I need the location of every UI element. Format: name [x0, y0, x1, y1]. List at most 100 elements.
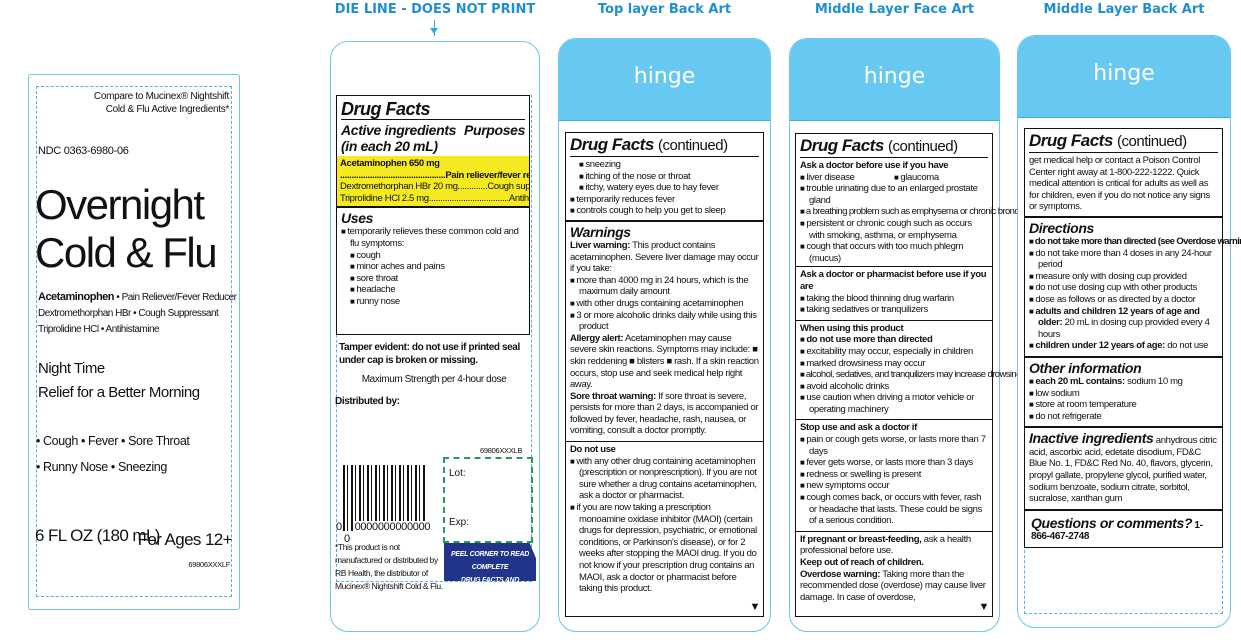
warning-item: more than 4000 mg in 24 hours, which is …: [570, 275, 759, 298]
product-title: Overnight Cold & Flu: [35, 181, 218, 277]
active-row: ........................................…: [340, 169, 529, 181]
uses-intro: temporarily relieves these common cold a…: [341, 226, 525, 249]
warning-item: trouble urinating due to an enlarged pro…: [800, 183, 988, 206]
use-item: controls cough to help you get to sleep: [570, 205, 759, 217]
arrow-down-icon: [430, 20, 438, 36]
questions-section: Questions or comments? 1-866-467-2748: [1025, 508, 1222, 547]
warning-item: redness or swelling is present: [800, 469, 988, 481]
label: adults and children 12 years of age and …: [1035, 305, 1200, 329]
direction-item: do not take more than directed (see Over…: [1029, 236, 1241, 248]
direction-item: dose as follows or as directed by a doct…: [1029, 294, 1218, 306]
drug-facts-continued-box: Drug Facts (continued) get medical help …: [1024, 128, 1241, 548]
title-text: Drug Facts: [570, 135, 654, 154]
use-item: itchy, watery eyes due to hay fever: [570, 182, 759, 194]
lot-exp-box: Lot: Exp:: [443, 457, 533, 543]
warning-item: alcohol, sedatives, and tranquilizers ma…: [800, 369, 1030, 381]
hinge-area: hinge: [559, 39, 770, 121]
pregnancy-section: If pregnant or breast-feeding, ask a hea…: [796, 530, 992, 606]
disclaimer: *This product is not manufactured or dis…: [335, 542, 443, 591]
symptom-line: • Runny Nose • Sneezing: [36, 460, 167, 474]
warning-item: taking the blood thinning drug warfarin: [800, 293, 988, 305]
questions-heading: Questions or comments?: [1031, 514, 1193, 531]
symptom-line: • Cough • Fever • Sore Throat: [36, 434, 190, 448]
ingredient-purpose: • Antihistamine: [100, 324, 160, 335]
continued-text: (continued): [658, 137, 728, 154]
directions-heading: Directions: [1029, 219, 1094, 236]
direction-item: adults and children 12 years of age and …: [1029, 306, 1218, 341]
stop-use-section: Stop use and ask a doctor if pain or cou…: [796, 419, 992, 528]
direction-item: measure only with dosing cup provided: [1029, 271, 1218, 283]
info-item: store at room temperature: [1029, 399, 1218, 411]
warning-item: persistent or chronic cough such as occu…: [800, 218, 988, 241]
drug-facts-continued-box: Drug Facts (continued) sneezing itching …: [565, 132, 764, 617]
warning-item: glaucoma: [885, 172, 939, 183]
text: do not use: [1167, 340, 1209, 352]
front-code: 69806XXXLF: [188, 560, 230, 569]
use-item: headache: [341, 284, 525, 296]
label: each 20 mL contains:: [1035, 375, 1125, 387]
warning-item: cough that occurs with too much phlegm (…: [800, 241, 988, 264]
continued-text: (continued): [888, 138, 958, 155]
purposes-heading: Purposes: [464, 122, 525, 138]
peel-text: PEEL CORNER TO READ COMPLETE: [450, 551, 530, 571]
overdose-continued: get medical help or contact a Poison Con…: [1029, 155, 1210, 213]
ndc-number: NDC 0363-6980-06: [38, 145, 129, 157]
title-text: Drug Facts: [800, 136, 884, 155]
tagline: Night Time Relief for a Better Morning: [38, 357, 200, 405]
continue-arrow-icon: ▼: [978, 601, 989, 614]
continued-text: (continued): [1117, 133, 1187, 150]
title-line: Cold & Flu: [35, 229, 218, 276]
volume: 6 FL OZ (180 mL): [35, 526, 160, 545]
compare-line: Cold & Flu Active Ingredients*: [105, 104, 230, 115]
ingredient: Dextromethorphan HBr • Cough Suppressant: [38, 306, 236, 322]
warning-item: with any other drug containing acetamino…: [570, 456, 759, 502]
info-item: do not refrigerate: [1029, 411, 1218, 423]
drug-facts-title: Drug Facts (continued): [800, 134, 988, 158]
title-text: Drug Facts: [1029, 131, 1113, 150]
active-row: Acetaminophen 650 mg: [340, 158, 440, 169]
use-item: runny nose: [341, 296, 525, 308]
drug-facts-box: Drug Facts Active ingredients (in each 2…: [336, 95, 530, 335]
compare-text: Compare to Mucinex® Nightshift Cold & Flu…: [94, 90, 229, 116]
text: Taking more than the recommended dose (o…: [800, 568, 986, 603]
warning-item: taking sedatives or tranquilizers: [800, 304, 988, 316]
text: If sore throat is severe, persists for m…: [570, 390, 759, 437]
peel-corner-tab[interactable]: PEEL CORNER TO READ COMPLETE DRUG FACTS A…: [444, 543, 536, 581]
active-ingredients-list: Acetaminophen 650 mg ...................…: [337, 156, 529, 207]
die-line-header: DIE LINE - DOES NOT PRINT: [334, 2, 536, 17]
ingredient-purpose: • Cough Suppressant: [133, 308, 219, 319]
label: Allergy alert:: [570, 332, 624, 344]
warnings-section: Warnings Liver warning: This product con…: [566, 219, 763, 439]
uses-section: Uses temporarily relieves these common c…: [337, 206, 529, 309]
section-heading: When using this product: [800, 322, 904, 334]
warning-item: a breathing problem such as emphysema or…: [800, 206, 1033, 218]
pregnancy-warning: If pregnant or breast-feeding, ask a hea…: [800, 534, 988, 557]
use-item: cough: [341, 250, 525, 262]
use-item: itching of the nose or throat: [570, 171, 759, 183]
continue-arrow-icon: ▼: [749, 601, 760, 614]
tagline-line: Night Time: [38, 360, 105, 377]
other-info-heading: Other information: [1029, 359, 1142, 376]
ingredient: Acetaminophen • Pain Reliever/Fever Redu…: [38, 289, 237, 306]
ingredient-purpose: • Pain Reliever/Fever Reducer: [116, 292, 237, 303]
ask-doctor-section: Ask a doctor before use if you have live…: [796, 160, 1033, 264]
barcode-digit: 0000000000000: [354, 521, 431, 533]
warning-item: excitability may occur, especially in ch…: [800, 346, 988, 358]
text: Acetaminophen may cause severe skin reac…: [570, 332, 759, 391]
text: sodium 10 mg: [1127, 375, 1183, 387]
title-line: Overnight: [35, 181, 205, 228]
inactive-text: anhydrous citric acid, ascorbic acid, ed…: [1029, 435, 1217, 505]
warning-item: use caution when driving a motor vehicle…: [800, 392, 988, 415]
compare-line: Compare to Mucinex® Nightshift: [93, 91, 229, 102]
barcode-digit: 0: [336, 521, 342, 533]
active-row: Triprolidine HCl 2.5 mg.................…: [340, 192, 529, 204]
warning-item: liver disease: [800, 172, 885, 184]
top-layer-back-header: Top layer Back Art: [597, 2, 732, 17]
warning-item: cough comes back, or occurs with fever, …: [800, 492, 988, 527]
allergy-alert: Allergy alert: Acetaminophen may cause s…: [570, 333, 759, 391]
active-row: Dextromethorphan HBr 20 mg.............C…: [340, 181, 529, 193]
ingredient-name: Acetaminophen: [38, 291, 115, 303]
active-sub: (in each 20 mL): [341, 138, 438, 154]
tamper-notice: Tamper evident: do not use if printed se…: [339, 342, 520, 366]
tagline-line: Relief for a Better Morning: [38, 384, 200, 401]
